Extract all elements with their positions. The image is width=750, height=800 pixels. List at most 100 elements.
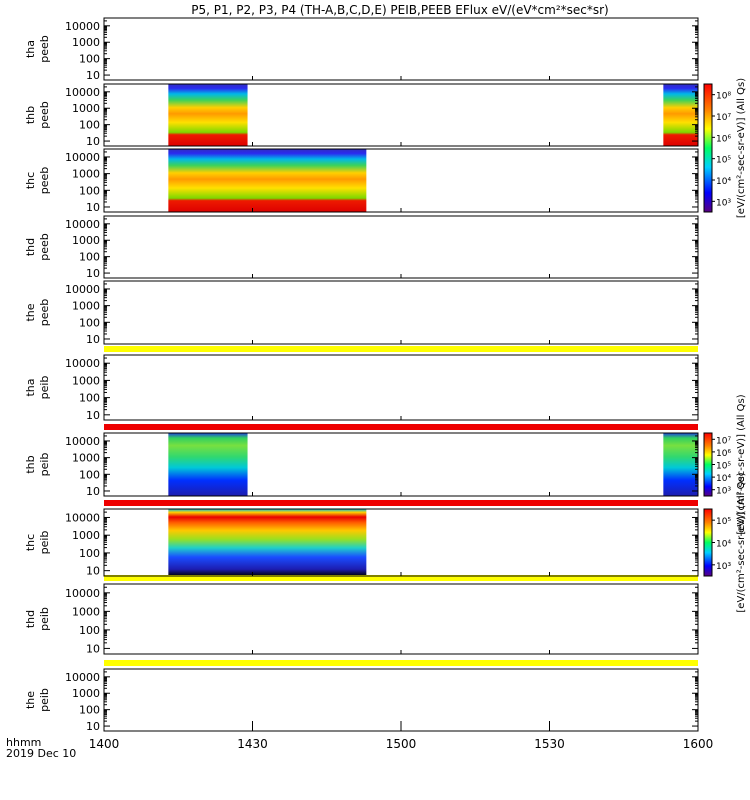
- ytick-label-3-2: 1000: [72, 234, 100, 247]
- panel-label-the-peib: the peib: [24, 688, 51, 712]
- colorbar-0: [703, 83, 713, 213]
- panel-label-thd-peib: thd peib: [24, 607, 51, 631]
- ytick-label-3-0: 10: [86, 267, 100, 280]
- ytick-label-5-0: 10: [86, 409, 100, 422]
- panel-frame-thd-peib: [103, 583, 699, 655]
- panel-label-probe: thd: [24, 610, 37, 628]
- ytick-label-1-3: 10000: [65, 86, 100, 99]
- spectrogram-block-thb-peib-1: [663, 433, 698, 496]
- panel-label-thb-peeb: thb peeb: [24, 101, 51, 129]
- panel-label-probe: thc: [24, 172, 37, 189]
- ytick-label-1-2: 1000: [72, 102, 100, 115]
- panel-label-species: peeb: [38, 35, 51, 63]
- colorbar-tick-label-1-2: 10⁵: [716, 462, 731, 472]
- status-bar-thc-peib: [104, 500, 698, 506]
- ytick-label-6-2: 1000: [72, 452, 100, 465]
- colorbar-label-0: [eV/(cm²-sec-sr-eV)] (All Qs): [736, 78, 747, 218]
- panel-label-thc-peib: thc peib: [24, 531, 51, 555]
- ytick-label-9-0: 10: [86, 720, 100, 733]
- ytick-label-0-2: 1000: [72, 36, 100, 49]
- panel-label-thc-peeb: thc peeb: [24, 167, 51, 195]
- time-axis-date: 2019 Dec 10: [6, 747, 76, 760]
- ytick-label-4-1: 100: [79, 316, 100, 329]
- time-axis-label: hhmm: [6, 736, 41, 749]
- panel-label-species: peeb: [38, 299, 51, 327]
- spectrogram-block-thc-peib-0: [168, 509, 367, 576]
- panel-label-species: peeb: [38, 167, 51, 195]
- ytick-label-8-2: 1000: [72, 605, 100, 618]
- colorbar-tick-label-0-2: 10⁵: [716, 156, 731, 166]
- ytick-label-4-0: 10: [86, 333, 100, 346]
- colorbar-label-text-2: [eV/(cm²-sec-sr-eV)] (All Qs): [736, 472, 747, 612]
- spectrogram-block-thb-peeb-0: [168, 84, 248, 146]
- xtick-label-1: 1430: [237, 737, 268, 751]
- colorbar-1: [703, 432, 713, 497]
- colorbar-tick-label-0-4: 10⁷: [716, 113, 731, 123]
- xtick-label-4: 1600: [683, 737, 714, 751]
- spectrogram-block-thb-peib-0: [168, 433, 248, 496]
- ytick-label-6-3: 10000: [65, 435, 100, 448]
- panel-label-species: peib: [38, 531, 51, 555]
- panel-frame-the-peeb: [103, 280, 699, 345]
- colorbar-tick-label-1-3: 10⁶: [716, 449, 731, 459]
- ytick-label-9-1: 100: [79, 704, 100, 717]
- ytick-label-0-0: 10: [86, 69, 100, 82]
- panel-label-species: peib: [38, 688, 51, 712]
- panel-label-probe: the: [24, 691, 37, 709]
- panel-label-species: peib: [38, 453, 51, 477]
- ytick-label-7-0: 10: [86, 565, 100, 578]
- xtick-label-0: 1400: [89, 737, 120, 751]
- panel-frame-tha-peib: [103, 354, 699, 421]
- ytick-label-9-2: 1000: [72, 687, 100, 700]
- colorbar-tick-label-0-3: 10⁶: [716, 134, 731, 144]
- ytick-label-4-2: 1000: [72, 300, 100, 313]
- ytick-label-5-3: 10000: [65, 357, 100, 370]
- panel-label-thd-peeb: thd peeb: [24, 233, 51, 261]
- ytick-label-7-2: 1000: [72, 529, 100, 542]
- ytick-label-3-3: 10000: [65, 218, 100, 231]
- ytick-label-6-0: 10: [86, 485, 100, 498]
- colorbar-label-text-1: [eV/(cm²-sec-sr-eV)] (All Qs): [736, 394, 747, 534]
- panel-label-species: peeb: [38, 233, 51, 261]
- ytick-label-8-3: 10000: [65, 587, 100, 600]
- panel-label-probe: tha: [24, 40, 37, 58]
- ytick-label-8-1: 100: [79, 624, 100, 637]
- ytick-label-0-3: 10000: [65, 20, 100, 33]
- ytick-label-3-1: 100: [79, 251, 100, 264]
- panel-label-probe: thb: [24, 106, 37, 124]
- ytick-label-2-0: 10: [86, 201, 100, 214]
- panel-label-probe: thc: [24, 534, 37, 551]
- status-bar-the-peib: [104, 660, 698, 666]
- spectrogram-block-thc-peeb-0: [168, 149, 367, 212]
- status-bar-tha-peib: [104, 346, 698, 352]
- xtick-label-3: 1530: [534, 737, 565, 751]
- ytick-label-2-1: 100: [79, 184, 100, 197]
- colorbar-tick-label-0-5: 10⁸: [716, 92, 731, 102]
- ytick-label-7-3: 10000: [65, 511, 100, 524]
- colorbar-tick-label-1-4: 10⁷: [716, 436, 731, 446]
- colorbar-label-2: [eV/(cm²-sec-sr-eV)] (All Qs): [736, 472, 747, 612]
- ytick-label-9-3: 10000: [65, 671, 100, 684]
- status-bar-thb-peib: [104, 424, 698, 430]
- panel-frame-tha-peeb: [103, 17, 699, 81]
- colorbar-tick-label-0-1: 10⁴: [716, 177, 731, 187]
- status-bar-thd-peib: [104, 575, 698, 581]
- ytick-label-2-2: 1000: [72, 168, 100, 181]
- ytick-label-1-0: 10: [86, 135, 100, 148]
- colorbar-tick-label-2-0: 10³: [716, 562, 731, 572]
- panel-label-the-peeb: the peeb: [24, 299, 51, 327]
- ytick-label-7-1: 100: [79, 547, 100, 560]
- xtick-label-2: 1500: [386, 737, 417, 751]
- ytick-label-0-1: 100: [79, 53, 100, 66]
- colorbar-label-text-0: [eV/(cm²-sec-sr-eV)] (All Qs): [736, 78, 747, 218]
- ytick-label-6-1: 100: [79, 468, 100, 481]
- panel-label-species: peeb: [38, 101, 51, 129]
- panel-label-thb-peib: thb peib: [24, 453, 51, 477]
- panel-frame-thd-peeb: [103, 215, 699, 279]
- colorbar-tick-label-1-1: 10⁴: [716, 474, 731, 484]
- ytick-label-8-0: 10: [86, 642, 100, 655]
- panel-label-tha-peib: tha peib: [24, 376, 51, 400]
- colorbar-tick-label-1-0: 10³: [716, 487, 731, 497]
- spectrogram-block-thb-peeb-1: [663, 84, 698, 146]
